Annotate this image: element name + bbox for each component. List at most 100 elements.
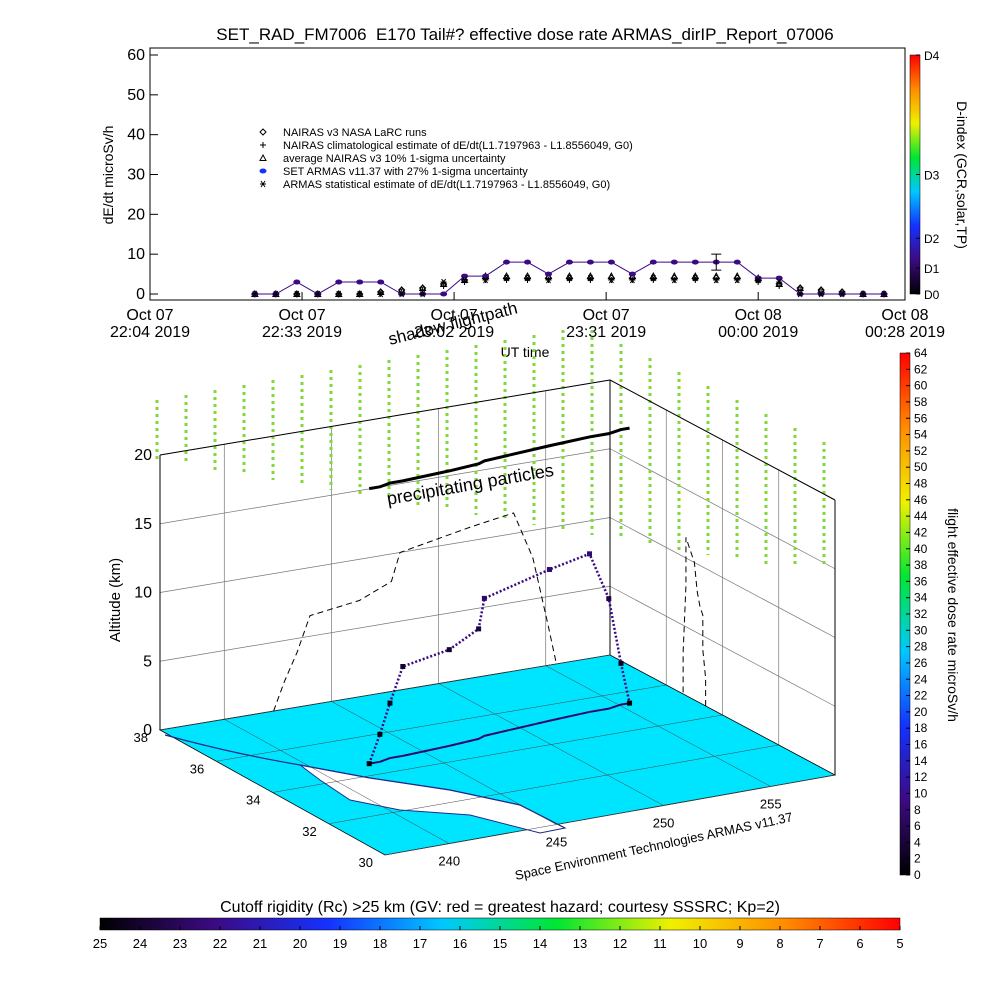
data-point: [712, 272, 721, 280]
y-tick-label: 30: [359, 855, 373, 870]
colorbar-tick-label: 22: [213, 936, 227, 951]
data-point: [650, 274, 657, 282]
colorbar-tick-label: 24: [133, 936, 147, 951]
data-point: [461, 273, 469, 279]
flight-point: [476, 626, 482, 632]
data-point: [608, 276, 615, 284]
y-tick-label: 30: [127, 167, 145, 184]
flight-point: [481, 595, 487, 601]
colorbar-tick-label: 60: [914, 379, 928, 393]
data-point: [776, 278, 783, 286]
colorbar-tick-label: 20: [914, 705, 928, 719]
data-point: [733, 259, 741, 265]
data-point: [293, 279, 301, 285]
legend-symbol: [260, 180, 266, 188]
data-point: [461, 276, 468, 284]
x-tick-label: 255: [760, 796, 782, 811]
colorbar-tick-label: 8: [776, 936, 783, 951]
data-point: [692, 274, 699, 282]
grid-line: [159, 585, 611, 662]
data-point: [418, 283, 427, 292]
colorbar-tick-label: 0: [914, 868, 921, 882]
data-point: [524, 274, 531, 282]
colorbar-tick-label: 50: [914, 460, 928, 474]
data-point: [314, 290, 321, 298]
error-bar: [711, 253, 722, 271]
data-point: [272, 290, 279, 298]
data-point: [566, 274, 573, 282]
z-tick-label: 10: [134, 585, 152, 602]
side-wall-shadow: [682, 537, 707, 706]
data-point: [419, 290, 426, 298]
colorbar-tick-label: 16: [453, 936, 467, 951]
colorbar-tick-label: 12: [613, 936, 627, 951]
colorbar-tick-label: 24: [914, 672, 928, 686]
y-tick-label: 38: [134, 730, 148, 745]
colorbar-tick-label: 15: [493, 936, 507, 951]
colorbar-tick-label: 56: [914, 411, 928, 425]
colorbar-tick-label: 32: [914, 607, 928, 621]
data-point: [482, 276, 489, 284]
flight-point: [546, 567, 552, 573]
flight-point: [606, 596, 612, 602]
data-point: [607, 259, 615, 265]
colorbar-tick-label: D4: [924, 49, 940, 63]
data-point: [754, 275, 762, 281]
colorbar-tick-label: 62: [914, 362, 928, 376]
colorbar-tick-label: 5: [896, 936, 903, 951]
data-point: [670, 272, 679, 280]
colorbar-tick-label: 64: [914, 346, 928, 360]
data-point: [586, 259, 594, 265]
data-point: [356, 279, 364, 285]
legend-symbol: [260, 142, 266, 148]
x-tick-label: Oct 07 22:33 2019: [262, 307, 342, 341]
x-tick-label: 245: [546, 835, 568, 850]
colorbar-tick-label: 6: [856, 936, 863, 951]
colorbar-tick-label: 54: [914, 428, 928, 442]
data-point: [628, 271, 636, 277]
colorbar-tick-label: 9: [736, 936, 743, 951]
z-tick-label: 15: [134, 516, 152, 533]
chart-title: SET_RAD_FM7006 E170 Tail#? effective dos…: [216, 25, 833, 44]
colorbar-tick-label: 40: [914, 542, 928, 556]
colorbar-tick-label: 28: [914, 640, 928, 654]
colorbar-tick-label: 6: [914, 819, 921, 833]
colorbar-tick-label: 58: [914, 395, 928, 409]
legend-label: ARMAS statistical estimate of dE/dt(L1.7…: [283, 179, 610, 191]
data-point: [335, 279, 343, 285]
colorbar-tick-label: 14: [914, 754, 928, 768]
colorbar-tick-label: 34: [914, 591, 928, 605]
colorbar-tick-label: 14: [533, 936, 547, 951]
data-point: [524, 259, 531, 265]
data-point: [398, 290, 405, 298]
x-tick-label: 250: [653, 815, 675, 830]
data-point: [545, 276, 552, 284]
z-axis-label: Altitude (km): [107, 558, 124, 642]
x-tick-label: Oct 07 22:04 2019: [110, 307, 190, 341]
colorbar-tick-label: 17: [413, 936, 427, 951]
flight-point: [446, 647, 452, 653]
data-point: [797, 290, 804, 298]
colorbar-tick-label: 44: [914, 509, 928, 523]
data-point: [503, 274, 510, 282]
y-tick-label: 60: [127, 47, 145, 64]
data-point: [440, 283, 447, 290]
x-tick-label: Oct 08 00:28 2019: [865, 307, 945, 341]
colorbar-tick-label: 20: [293, 936, 307, 951]
ground-shadow: [369, 702, 630, 765]
data-point: [544, 271, 552, 277]
grid-line: [384, 774, 836, 856]
data-point: [818, 290, 825, 298]
flight-point: [387, 700, 393, 706]
colorbar-tick-label: 22: [914, 689, 928, 703]
data-point: [881, 290, 888, 298]
data-point: [440, 291, 448, 297]
data-point: [670, 259, 678, 265]
data-point: [691, 259, 699, 265]
colorbar-tick-label: 18: [914, 721, 928, 735]
legend-symbol: [259, 128, 267, 136]
colorbar-tick-label: 2: [914, 852, 921, 866]
data-point: [335, 290, 342, 298]
data-point: [671, 276, 678, 284]
